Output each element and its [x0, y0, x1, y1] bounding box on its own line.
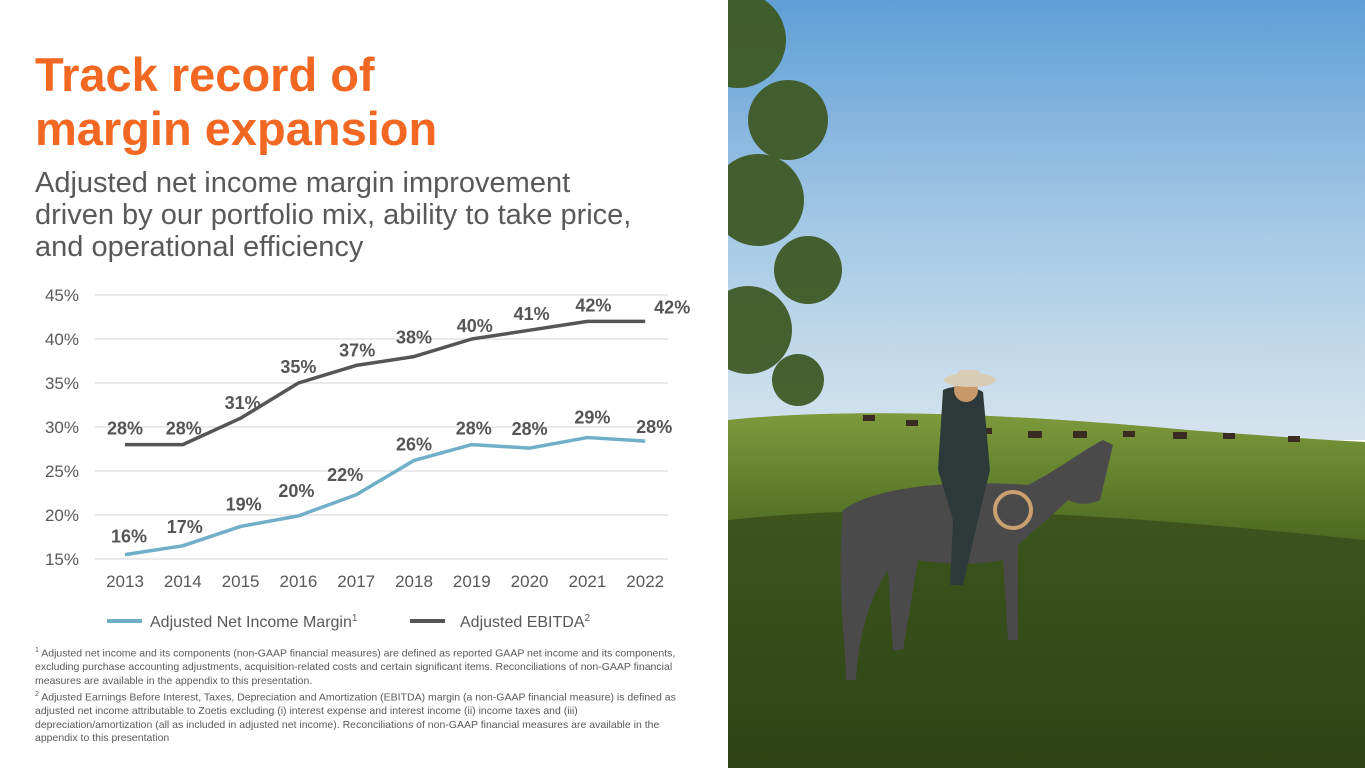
x-tick-label: 2016 [279, 572, 317, 591]
y-tick-label: 15% [45, 550, 79, 569]
x-tick-label: 2019 [453, 572, 491, 591]
x-tick-label: 2014 [164, 572, 202, 591]
horse-and-rider [840, 370, 1113, 680]
footnote-marker: 1 [35, 647, 39, 654]
x-tick-label: 2021 [568, 572, 606, 591]
title-line: margin expansion [35, 102, 438, 155]
title-line: Track record of [35, 48, 375, 101]
data-label: 19% [226, 494, 262, 514]
x-tick-label: 2015 [222, 572, 260, 591]
footnote-1: 1 Adjusted net income and its components… [35, 644, 690, 688]
data-label: 28% [636, 417, 672, 437]
y-tick-label: 30% [45, 418, 79, 437]
data-label: 35% [280, 357, 316, 377]
x-tick-label: 2018 [395, 572, 433, 591]
legend-entry: Adjusted EBITDA2 [460, 613, 591, 631]
data-label: 42% [575, 295, 611, 315]
footnote-text: Adjusted Earnings Before Interest, Taxes… [35, 691, 676, 745]
slide-title: Track record of margin expansion [35, 48, 437, 156]
series-line [125, 319, 646, 447]
data-label: 38% [396, 328, 432, 348]
x-tick-label: 2017 [337, 572, 375, 591]
data-label: 28% [166, 419, 202, 439]
legend-entry: Adjusted Net Income Margin1 [150, 613, 358, 631]
legend-superscript: 2 [585, 613, 591, 624]
y-tick-label: 25% [45, 462, 79, 481]
data-label: 22% [327, 465, 363, 485]
data-label: 17% [167, 517, 203, 537]
legend-superscript: 1 [352, 613, 358, 624]
subtitle-line: and operational efficiency [35, 231, 364, 263]
footnotes: 1 Adjusted net income and its components… [35, 644, 690, 746]
data-label: 16% [111, 527, 147, 547]
sky [728, 0, 1365, 440]
x-tick-label: 2020 [511, 572, 549, 591]
footnote-marker: 2 [35, 691, 39, 698]
data-label: 40% [457, 316, 493, 336]
x-tick-label: 2013 [106, 572, 144, 591]
data-label: 20% [278, 481, 314, 501]
tree [728, 0, 842, 406]
data-label: 28% [512, 419, 548, 439]
content-panel: Track record of margin expansion Adjuste… [35, 48, 695, 746]
margin-line-chart: 15% 20% 25% 30% 35% 40% 45% 2013 2014 2015 2016 201… [45, 286, 690, 631]
y-tick-label: 45% [45, 286, 79, 305]
data-label: 37% [339, 340, 375, 360]
data-label: 41% [514, 304, 550, 324]
data-label: 42% [654, 297, 690, 317]
series-line [124, 435, 646, 557]
y-tick-label: 40% [45, 330, 79, 349]
slide-subtitle: Adjusted net income margin improvement d… [35, 167, 695, 263]
data-label: 28% [107, 419, 143, 439]
data-label: 29% [574, 408, 610, 428]
meadow-shadow [728, 510, 1365, 768]
data-label: 31% [225, 393, 261, 413]
y-tick-label: 35% [45, 374, 79, 393]
subtitle-line: Adjusted net income margin improvement [35, 167, 571, 199]
x-tick-label: 2022 [626, 572, 664, 591]
subtitle-line: driven by our portfolio mix, ability to … [35, 199, 632, 231]
footnote-text: Adjusted net income and its components (… [35, 647, 676, 687]
data-label: 26% [396, 434, 432, 454]
y-tick-label: 20% [45, 506, 79, 525]
cowboy-on-horse-photo [728, 0, 1365, 768]
data-label: 28% [456, 419, 492, 439]
footnote-2: 2 Adjusted Earnings Before Interest, Tax… [35, 688, 690, 746]
